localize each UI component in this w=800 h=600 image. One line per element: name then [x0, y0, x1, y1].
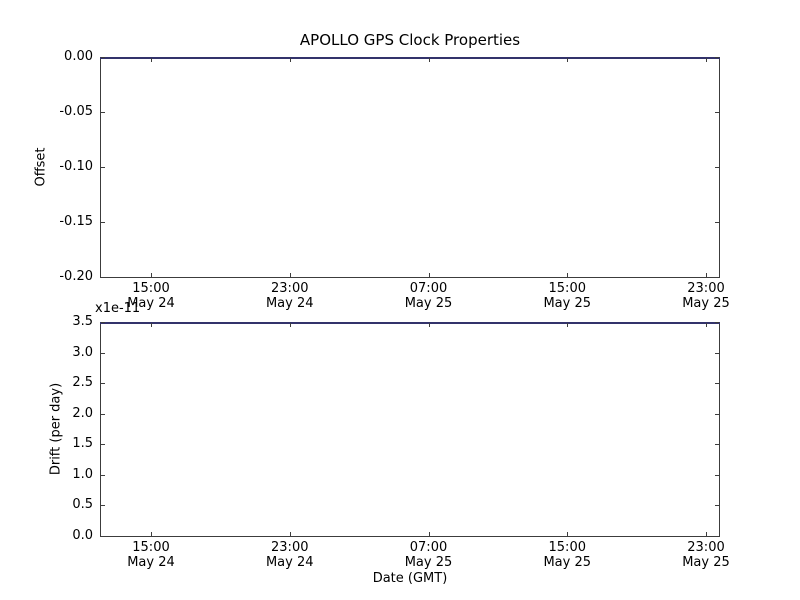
tick-mark [101, 322, 105, 323]
y-tick-label: 0.0 [72, 528, 93, 543]
y-tick-label: -0.20 [59, 269, 93, 284]
tick-mark [289, 273, 291, 277]
tick-mark [428, 58, 430, 62]
y-tick-label: 2.5 [72, 375, 93, 391]
x-tick-date: May 25 [682, 555, 730, 570]
tick-mark [567, 532, 569, 536]
tick-mark [715, 352, 719, 354]
x-tick-time: 07:00 [409, 540, 448, 555]
tick-mark [101, 57, 105, 58]
y-axis-label-drift: Drift (per day) [48, 382, 64, 476]
tick-mark [706, 532, 707, 536]
tick-mark [428, 273, 430, 277]
tick-mark [151, 532, 152, 536]
x-tick-date: May 25 [543, 296, 592, 311]
y-tick-label: 0.5 [72, 497, 93, 513]
tick-mark [428, 323, 430, 327]
x-tick-date: May 25 [543, 555, 592, 570]
x-tick-time: 23:00 [687, 540, 725, 555]
x-tick-label: 15:00 May 25 [522, 281, 612, 311]
tick-mark [715, 167, 719, 168]
tick-mark [101, 505, 105, 507]
x-tick-date: May 24 [265, 296, 314, 311]
x-tick-time: 15:00 [548, 281, 586, 296]
x-tick-label: 23:00 May 24 [245, 540, 335, 570]
tick-mark [567, 58, 569, 62]
drift-plot-area [100, 322, 720, 537]
tick-mark [706, 323, 707, 327]
tick-mark [715, 277, 719, 278]
tick-mark [101, 536, 105, 537]
tick-mark [715, 505, 719, 507]
x-tick-date: May 25 [404, 555, 453, 570]
tick-mark [101, 277, 105, 278]
x-tick-label: 15:00 May 24 [106, 540, 196, 570]
tick-mark [706, 58, 707, 62]
tick-mark [567, 323, 569, 327]
tick-mark [715, 222, 719, 223]
tick-mark [101, 352, 105, 354]
y-tick-label: -0.05 [59, 104, 93, 119]
offset-data-line [100, 57, 720, 59]
x-tick-time: 07:00 [409, 281, 448, 296]
y-tick-label: 3.0 [72, 344, 93, 360]
x-tick-label: 15:00 May 24 [106, 281, 196, 311]
tick-mark [101, 383, 105, 385]
tick-mark [101, 474, 105, 476]
x-tick-label: 23:00 May 25 [661, 540, 751, 570]
x-tick-label: 07:00 May 25 [384, 281, 474, 311]
x-tick-label: 23:00 May 25 [661, 281, 751, 311]
tick-mark [101, 222, 105, 223]
tick-mark [101, 413, 105, 415]
tick-mark [715, 383, 719, 385]
x-tick-label: 07:00 May 25 [384, 540, 474, 570]
y-tick-label: 1.0 [72, 466, 93, 482]
tick-mark [715, 322, 719, 323]
y-tick-label: -0.10 [59, 159, 93, 174]
y-tick-label: 1.5 [72, 436, 93, 452]
tick-mark [715, 112, 719, 113]
tick-mark [715, 413, 719, 415]
tick-mark [289, 323, 291, 327]
x-tick-time: 23:00 [271, 540, 309, 555]
y-axis-multiplier-text: x1e-11 [95, 301, 141, 316]
y-tick-label: 3.5 [72, 314, 93, 329]
offset-plot-area [100, 57, 720, 278]
chart-title: APOLLO GPS Clock Properties [299, 31, 521, 49]
x-tick-label: 15:00 May 25 [522, 540, 612, 570]
tick-mark [101, 112, 105, 113]
tick-mark [151, 58, 152, 62]
tick-mark [567, 273, 569, 277]
x-tick-date: May 24 [265, 555, 314, 570]
tick-mark [428, 532, 430, 536]
x-tick-date: May 25 [682, 296, 730, 311]
x-tick-date: May 25 [404, 296, 453, 311]
drift-data-line [100, 322, 720, 324]
tick-mark [715, 474, 719, 476]
x-tick-date: May 24 [127, 555, 175, 570]
y-tick-label: -0.15 [59, 214, 93, 229]
tick-mark [289, 58, 291, 62]
x-tick-date: May 24 [127, 296, 175, 311]
x-tick-label: 23:00 May 24 [245, 281, 335, 311]
tick-mark [715, 444, 719, 446]
tick-mark [101, 444, 105, 446]
tick-mark [151, 323, 152, 327]
tick-mark [289, 532, 291, 536]
x-tick-time: 23:00 [271, 281, 309, 296]
tick-mark [715, 536, 719, 537]
y-tick-label: 2.0 [72, 405, 93, 421]
x-tick-time: 15:00 [132, 540, 170, 555]
x-tick-time: 15:00 [132, 281, 170, 296]
tick-mark [715, 57, 719, 58]
x-tick-time: 23:00 [687, 281, 725, 296]
tick-mark [151, 273, 152, 277]
x-axis-label: Date (GMT) [372, 571, 448, 586]
x-tick-time: 15:00 [548, 540, 586, 555]
tick-mark [101, 167, 105, 168]
y-tick-label: 0.00 [64, 49, 93, 64]
tick-mark [706, 273, 707, 277]
